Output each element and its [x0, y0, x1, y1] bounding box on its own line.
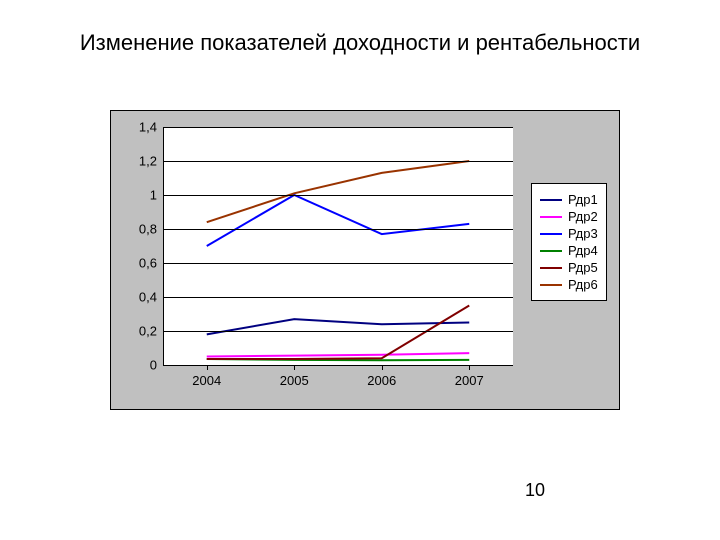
x-tick [469, 365, 470, 370]
legend-label: Рдр3 [568, 226, 598, 241]
legend-item: Рдр4 [540, 243, 598, 258]
series-line [207, 353, 470, 356]
plot-area [163, 127, 513, 365]
legend-item: Рдр3 [540, 226, 598, 241]
gridline [163, 263, 513, 264]
slide: Изменение показателей доходности и рента… [0, 0, 720, 540]
y-tick-label: 1 [123, 188, 157, 203]
legend-swatch [540, 267, 562, 269]
legend-item: Рдр6 [540, 277, 598, 292]
series-line [207, 319, 470, 334]
gridline [163, 127, 513, 128]
y-axis [163, 127, 164, 365]
legend-item: Рдр1 [540, 192, 598, 207]
gridline [163, 195, 513, 196]
line-series-svg [163, 127, 513, 365]
x-tick [294, 365, 295, 370]
y-tick-label: 0,2 [123, 324, 157, 339]
gridline [163, 161, 513, 162]
y-tick-label: 0 [123, 358, 157, 373]
gridline [163, 365, 513, 366]
legend-swatch [540, 216, 562, 218]
gridline [163, 229, 513, 230]
x-tick-label: 2005 [280, 373, 309, 388]
y-tick-label: 0,6 [123, 256, 157, 271]
legend-swatch [540, 233, 562, 235]
series-line [207, 161, 470, 222]
x-tick [382, 365, 383, 370]
legend-swatch [540, 250, 562, 252]
x-tick-label: 2007 [455, 373, 484, 388]
page-number: 10 [525, 480, 545, 501]
x-tick-label: 2006 [367, 373, 396, 388]
x-tick-label: 2004 [192, 373, 221, 388]
legend-label: Рдр4 [568, 243, 598, 258]
legend-item: Рдр5 [540, 260, 598, 275]
legend-label: Рдр1 [568, 192, 598, 207]
legend-label: Рдр5 [568, 260, 598, 275]
legend-item: Рдр2 [540, 209, 598, 224]
y-tick-label: 0,4 [123, 290, 157, 305]
legend: Рдр1 Рдр2 Рдр3 Рдр4 Рдр5 Рдр6 [531, 183, 607, 301]
legend-swatch [540, 199, 562, 201]
y-tick-label: 0,8 [123, 222, 157, 237]
y-tick-label: 1,2 [123, 154, 157, 169]
series-line [207, 306, 470, 360]
legend-swatch [540, 284, 562, 286]
y-tick-label: 1,4 [123, 120, 157, 135]
chart-title: Изменение показателей доходности и рента… [40, 30, 680, 56]
x-tick [207, 365, 208, 370]
gridline [163, 331, 513, 332]
chart-container: Рдр1 Рдр2 Рдр3 Рдр4 Рдр5 Рдр6 0 0,2 0,4 0,6 0,8 1 1… [110, 110, 620, 410]
legend-label: Рдр6 [568, 277, 598, 292]
series-line [207, 195, 470, 246]
gridline [163, 297, 513, 298]
legend-label: Рдр2 [568, 209, 598, 224]
